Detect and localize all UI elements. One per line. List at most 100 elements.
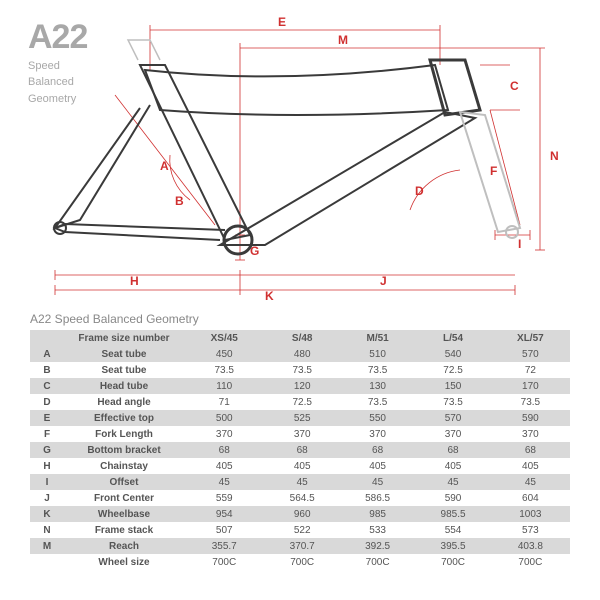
cell: 68 [340, 442, 415, 458]
cell: 403.8 [491, 538, 570, 554]
dim-label-A: A [160, 159, 169, 173]
dim-label-B: B [175, 194, 184, 208]
cell: 559 [184, 490, 264, 506]
dim-label-I: I [518, 237, 521, 251]
table-row: FFork Length370370370370370 [30, 426, 570, 442]
cell: 700C [184, 554, 264, 570]
cell: 370 [491, 426, 570, 442]
table-caption: A22 Speed Balanced Geometry [30, 312, 199, 326]
dim-label-E: E [278, 15, 286, 29]
table-row: JFront Center559564.5586.5590604 [30, 490, 570, 506]
cell: 405 [491, 458, 570, 474]
dim-label-M: M [338, 33, 348, 47]
cell: 525 [264, 410, 339, 426]
cell: 45 [340, 474, 415, 490]
cell: 450 [184, 346, 264, 362]
table-row: Wheel size700C700C700C700C700C [30, 554, 570, 570]
cell: 700C [264, 554, 339, 570]
cell: 370.7 [264, 538, 339, 554]
dim-label-D: D [415, 184, 424, 198]
cell: 72.5 [264, 394, 339, 410]
cell: 73.5 [264, 362, 339, 378]
cell: 110 [184, 378, 264, 394]
cell: 522 [264, 522, 339, 538]
row-key: E [30, 410, 64, 426]
table-row: BSeat tube73.573.573.572.572 [30, 362, 570, 378]
cell: 954 [184, 506, 264, 522]
row-label: Wheelbase [64, 506, 184, 522]
row-key: A [30, 346, 64, 362]
dim-label-N: N [550, 149, 559, 163]
cell: 604 [491, 490, 570, 506]
cell: 405 [264, 458, 339, 474]
cell: 68 [184, 442, 264, 458]
row-label: Effective top [64, 410, 184, 426]
cell: 573 [491, 522, 570, 538]
cell: 150 [415, 378, 490, 394]
cell: 500 [184, 410, 264, 426]
cell: 590 [415, 490, 490, 506]
cell: 73.5 [491, 394, 570, 410]
cell: 985.5 [415, 506, 490, 522]
cell: 370 [264, 426, 339, 442]
row-label: Seat tube [64, 346, 184, 362]
cell: 480 [264, 346, 339, 362]
frame-svg: E M C N F D I A B G H K J [20, 10, 580, 300]
cell: 554 [415, 522, 490, 538]
table-row: MReach355.7370.7392.5395.5403.8 [30, 538, 570, 554]
table-row: DHead angle7172.573.573.573.5 [30, 394, 570, 410]
dim-label-K: K [265, 289, 274, 300]
table-row: ASeat tube450480510540570 [30, 346, 570, 362]
cell: 570 [491, 346, 570, 362]
cell: 586.5 [340, 490, 415, 506]
row-key: J [30, 490, 64, 506]
table-row: EEffective top500525550570590 [30, 410, 570, 426]
row-label: Chainstay [64, 458, 184, 474]
cell: 73.5 [415, 394, 490, 410]
dim-label-F: F [490, 164, 497, 178]
cell: 73.5 [340, 394, 415, 410]
cell: 45 [184, 474, 264, 490]
col-header: XL/57 [491, 330, 570, 346]
cell: 71 [184, 394, 264, 410]
cell: 570 [415, 410, 490, 426]
row-label: Bottom bracket [64, 442, 184, 458]
table-row: IOffset4545454545 [30, 474, 570, 490]
dim-label-H: H [130, 274, 139, 288]
cell: 405 [415, 458, 490, 474]
cell: 370 [340, 426, 415, 442]
table-row: GBottom bracket6868686868 [30, 442, 570, 458]
header-first: Frame size number [64, 330, 184, 346]
geometry-table: Frame size number XS/45 S/48 M/51 L/54 X… [30, 330, 570, 570]
cell: 68 [415, 442, 490, 458]
cell: 45 [491, 474, 570, 490]
cell: 355.7 [184, 538, 264, 554]
cell: 392.5 [340, 538, 415, 554]
cell: 405 [340, 458, 415, 474]
dim-label-G: G [250, 244, 259, 258]
cell: 120 [264, 378, 339, 394]
cell: 700C [340, 554, 415, 570]
row-label: Seat tube [64, 362, 184, 378]
cell: 370 [184, 426, 264, 442]
cell: 370 [415, 426, 490, 442]
geometry-diagram: E M C N F D I A B G H K J [20, 10, 580, 300]
col-header: L/54 [415, 330, 490, 346]
row-label: Fork Length [64, 426, 184, 442]
cell: 700C [491, 554, 570, 570]
row-key: F [30, 426, 64, 442]
cell: 540 [415, 346, 490, 362]
cell: 405 [184, 458, 264, 474]
cell: 510 [340, 346, 415, 362]
cell: 68 [491, 442, 570, 458]
row-label: Head angle [64, 394, 184, 410]
cell: 960 [264, 506, 339, 522]
cell: 395.5 [415, 538, 490, 554]
row-label: Head tube [64, 378, 184, 394]
cell: 130 [340, 378, 415, 394]
cell: 73.5 [340, 362, 415, 378]
cell: 72.5 [415, 362, 490, 378]
cell: 45 [415, 474, 490, 490]
row-key: H [30, 458, 64, 474]
cell: 590 [491, 410, 570, 426]
